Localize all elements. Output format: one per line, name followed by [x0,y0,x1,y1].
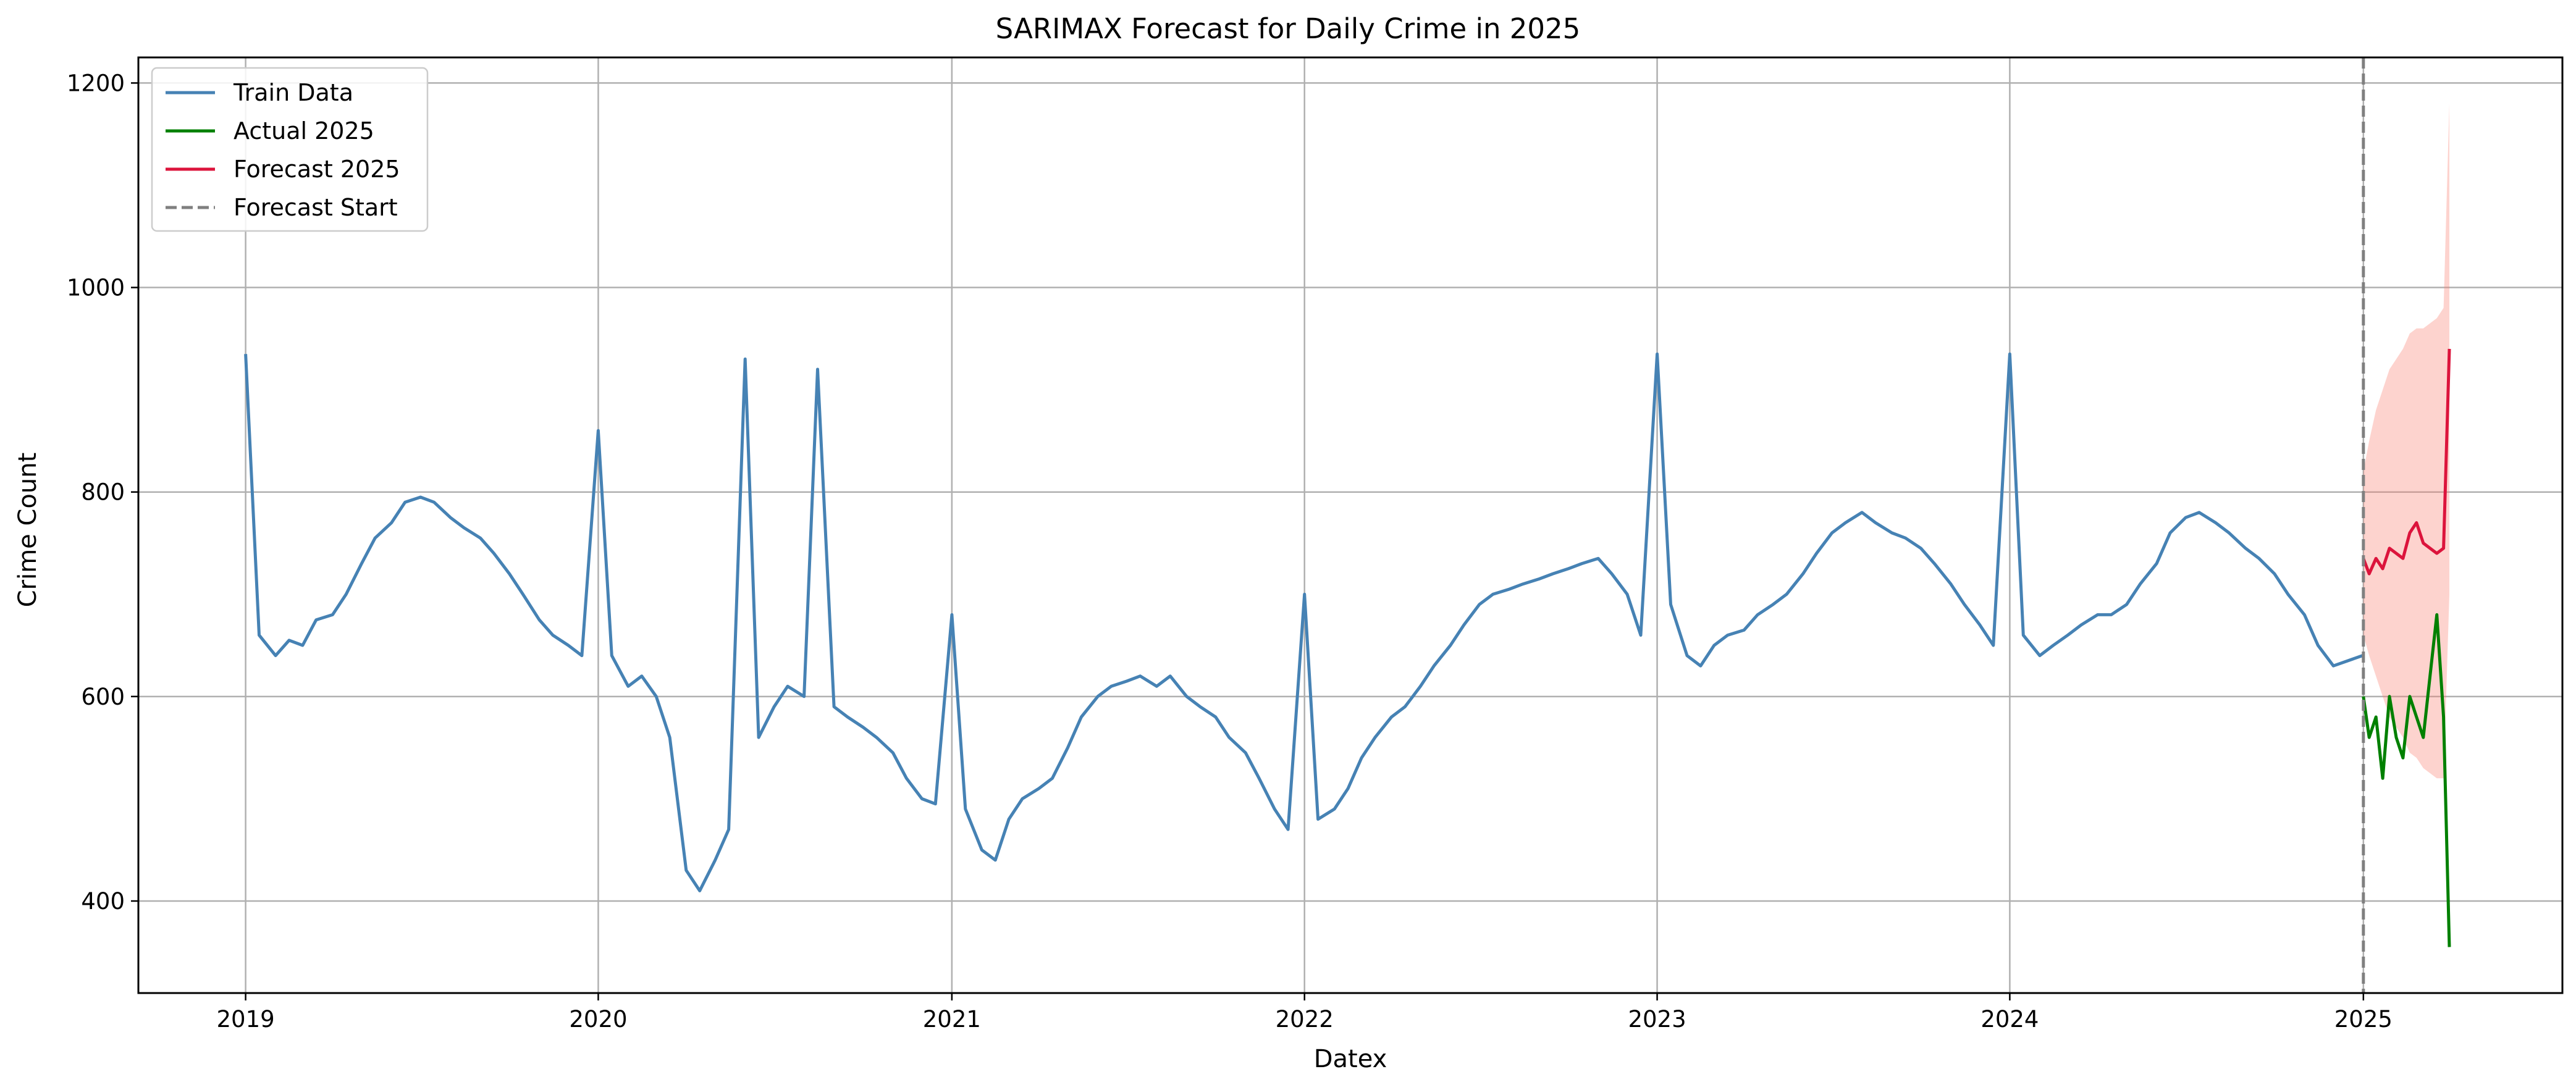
confidence-band-layer [2363,103,2450,779]
x-tick-label: 2021 [923,1006,981,1033]
tick-layer: 2019 2020 2021 2022 2023 2024 2025 400 600 800 100… [67,70,2393,1033]
x-tick-label: 2025 [2334,1006,2393,1033]
series-layer [244,348,2451,947]
legend-label: Train Data [233,79,353,106]
plot-frame [137,56,2564,994]
legend-box [151,67,429,232]
legend-label: Forecast 2025 [234,156,400,183]
legend-label: Forecast Start [234,194,398,221]
y-tick-label: 1200 [67,70,125,96]
y-tick-label: 600 [81,684,125,710]
x-tick-label: 2022 [1276,1006,1334,1033]
x-axis-label: Datex [1314,1045,1387,1073]
forecast-2025-line [2362,348,2451,576]
actual-2025-line [2362,613,2451,947]
confidence-band [2363,103,2450,779]
x-tick-label: 2020 [569,1006,627,1033]
x-tick-label: 2024 [1980,1006,2039,1033]
legend: Train Data Actual 2025 Forecast 2025 Foreca… [151,67,429,232]
y-tick-label: 1000 [67,275,125,301]
x-tick-label: 2023 [1628,1006,1686,1033]
y-axis-label: Crime Count [14,453,42,608]
train-data-line [244,352,2363,892]
x-tick-label: 2019 [217,1006,275,1033]
grid-layer [138,57,2562,993]
y-tick-label: 800 [81,479,125,506]
legend-label: Actual 2025 [234,117,374,145]
chart-title: SARIMAX Forecast for Daily Crime in 2025 [996,12,1581,45]
y-tick-label: 400 [81,888,125,915]
